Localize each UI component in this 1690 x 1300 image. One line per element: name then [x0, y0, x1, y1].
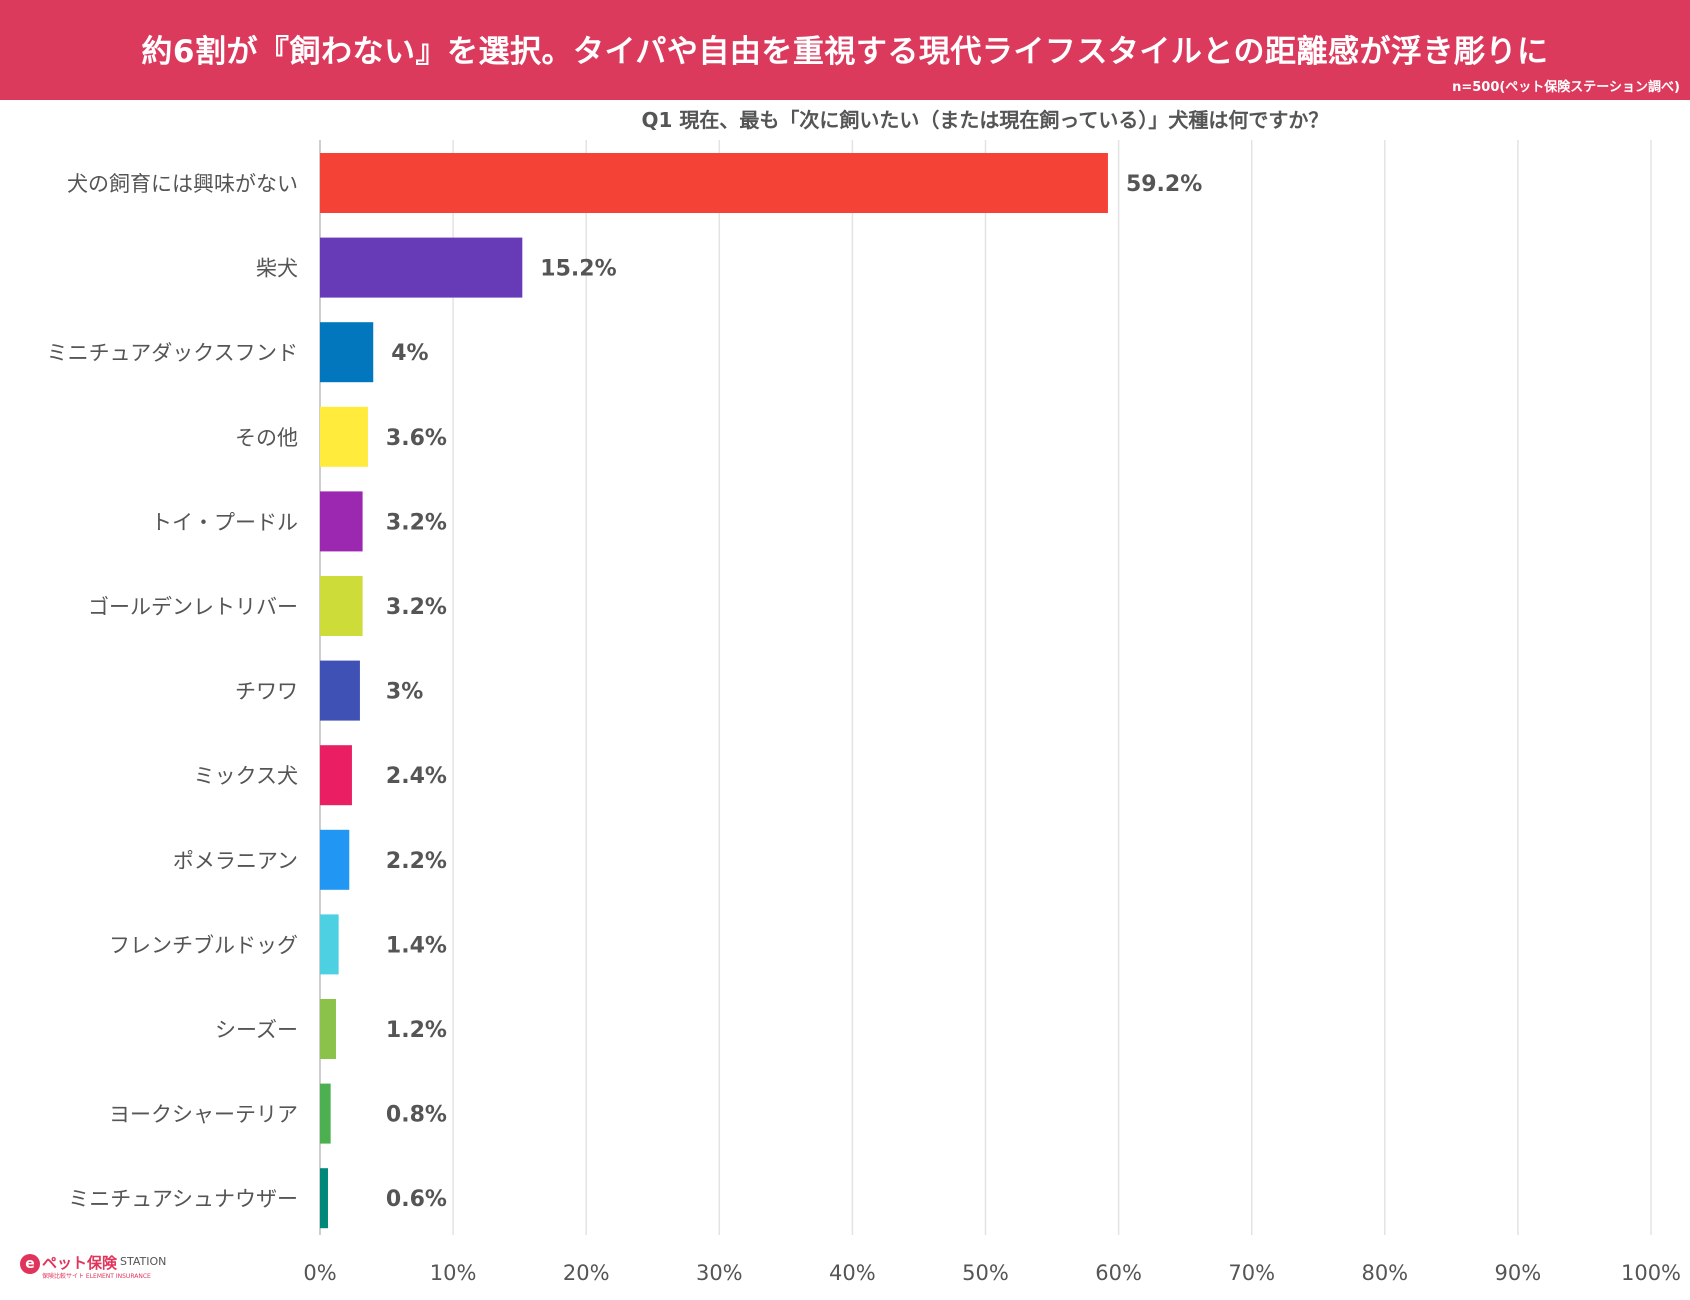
bar — [320, 1083, 331, 1144]
data-label: 59.2% — [1126, 172, 1202, 197]
category-label: 犬の飼育には興味がない — [67, 172, 298, 196]
data-label: 15.2% — [540, 257, 616, 282]
chart-title: Q1 現在、最も「次に飼いたい（または現在飼っている）」犬種は何ですか？ — [641, 108, 1329, 132]
logo-subtitle: 保険比較サイト ELEMENT INSURANCE — [42, 1273, 151, 1280]
category-label: トイ・プードル — [151, 510, 298, 534]
bar — [320, 491, 363, 552]
data-label: 3.6% — [386, 426, 447, 451]
bar — [320, 999, 336, 1059]
sample-size-note: n=500(ペット保険ステーション調べ) — [1452, 80, 1680, 95]
data-label: 4% — [391, 341, 428, 366]
bar — [320, 829, 350, 890]
logo-mark-icon: e — [20, 1254, 40, 1274]
brand-logo: e ペット保険 STATION 保険比較サイト ELEMENT INSURANC… — [20, 1252, 180, 1282]
x-tick-label: 10% — [430, 1261, 477, 1285]
x-tick-label: 90% — [1495, 1261, 1542, 1285]
logo-station: STATION — [120, 1255, 167, 1268]
data-label: 2.4% — [386, 764, 447, 789]
x-tick-label: 30% — [696, 1261, 743, 1285]
header-banner: 約6割が『飼わない』を選択。タイパや自由を重視する現代ライフスタイルとの距離感が… — [0, 0, 1690, 100]
x-tick-label: 50% — [962, 1261, 1009, 1285]
category-label: フレンチブルドッグ — [109, 933, 298, 957]
bar — [320, 1168, 328, 1229]
x-tick-label: 20% — [563, 1261, 610, 1285]
data-label: 3.2% — [386, 595, 447, 620]
bar — [320, 237, 523, 298]
category-label: 柴犬 — [256, 257, 298, 281]
category-label: シーズー — [215, 1018, 298, 1042]
category-label: その他 — [235, 426, 298, 450]
data-label: 0.6% — [386, 1187, 447, 1212]
data-label: 3% — [386, 680, 423, 705]
x-tick-label: 60% — [1095, 1261, 1142, 1285]
logo-name: ペット保険 — [42, 1254, 118, 1272]
data-label: 3.2% — [386, 510, 447, 535]
category-label: チワワ — [235, 680, 298, 704]
data-label: 2.2% — [386, 849, 447, 874]
x-tick-label: 80% — [1361, 1261, 1408, 1285]
data-label: 1.2% — [386, 1018, 447, 1043]
x-tick-label: 100% — [1621, 1261, 1681, 1285]
bar — [320, 576, 363, 636]
x-tick-label: 70% — [1228, 1261, 1275, 1285]
data-label: 1.4% — [386, 933, 447, 958]
category-label: ゴールデンレトリバー — [88, 595, 298, 619]
bar — [320, 914, 339, 975]
banner-title: 約6割が『飼わない』を選択。タイパや自由を重視する現代ライフスタイルとの距離感が… — [141, 34, 1549, 70]
category-label: ミニチュアダックスフンド — [47, 341, 298, 365]
category-label: ミックス犬 — [194, 764, 298, 788]
category-label: ミニチュアシュナウザー — [68, 1187, 298, 1211]
bar — [320, 322, 374, 383]
x-tick-label: 0% — [303, 1261, 336, 1285]
x-tick-label: 40% — [829, 1261, 876, 1285]
bar — [320, 406, 368, 467]
bar — [320, 745, 352, 806]
data-label: 0.8% — [386, 1103, 447, 1128]
category-label: ポメラニアン — [173, 849, 298, 873]
bar — [320, 660, 360, 721]
category-label: ヨークシャーテリア — [109, 1103, 298, 1127]
bar — [320, 153, 1108, 213]
